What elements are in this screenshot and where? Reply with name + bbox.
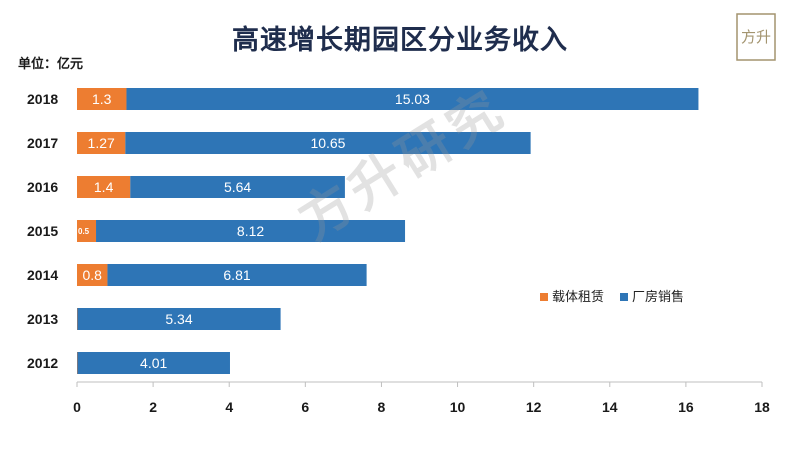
category-labels: 2018 2017 2016 2015 2014 2013 2012	[27, 91, 58, 371]
bar-rental-2017	[77, 132, 126, 154]
data-label-sales-2015: 8.12	[237, 223, 264, 239]
logo: 方升	[735, 12, 777, 62]
bar-rental-2015	[77, 220, 97, 242]
x-tick-label: 10	[450, 399, 466, 415]
category-label-2015: 2015	[27, 223, 58, 239]
x-tick-label: 14	[602, 399, 618, 415]
bar-rental-2012	[77, 352, 78, 374]
bar-rental-2016	[77, 176, 131, 198]
data-label-rental-2014: 0.8	[82, 267, 102, 283]
legend-swatch-rental	[540, 293, 548, 301]
x-tick-label: 6	[301, 399, 309, 415]
x-tick-label: 2	[149, 399, 157, 415]
bar-rental-2013	[77, 308, 78, 330]
data-label-rental-2017: 1.27	[88, 135, 115, 151]
legend-label-rental: 载体租赁	[552, 290, 604, 305]
x-axis: 0 2 4 6 8 10 12 14 16 18	[73, 381, 770, 415]
legend: 载体租赁 厂房销售	[540, 289, 684, 305]
category-label-2018: 2018	[27, 91, 58, 107]
legend-label-sales: 厂房销售	[632, 289, 684, 305]
data-label-sales-2017: 10.65	[310, 135, 345, 151]
x-tick-label: 4	[225, 399, 233, 415]
data-label-rental-2016: 1.4	[94, 179, 114, 195]
bar-sales-2017	[125, 132, 531, 154]
chart-title: 高速增长期园区分业务收入	[232, 25, 568, 56]
bar-rental-2014	[77, 264, 108, 286]
bar-sales-2012	[77, 352, 230, 374]
data-label-sales-2016: 5.64	[224, 179, 251, 195]
bar-sales-2015	[96, 220, 406, 242]
category-label-2016: 2016	[27, 179, 58, 195]
bar-rental-2018	[77, 88, 127, 110]
data-label-sales-2018: 15.03	[395, 91, 430, 107]
category-label-2014: 2014	[27, 267, 58, 283]
bar-sales-2016	[130, 176, 345, 198]
category-label-2012: 2012	[27, 355, 58, 371]
x-tick-label: 8	[378, 399, 386, 415]
category-label-2017: 2017	[27, 135, 58, 151]
bar-sales-2018	[126, 88, 699, 110]
data-label-sales-2012: 4.01	[140, 355, 167, 371]
data-label-sales-2014: 6.81	[223, 267, 250, 283]
unit-label: 单位：亿元	[18, 57, 84, 72]
category-label-2013: 2013	[27, 311, 58, 327]
data-label-rental-2015: 0.5	[78, 227, 90, 236]
bar-sales-2014	[107, 264, 367, 286]
svg-text:方升: 方升	[741, 28, 771, 46]
legend-swatch-sales	[620, 293, 628, 301]
data-label-sales-2013: 5.34	[165, 311, 192, 327]
bar-sales-2013	[77, 308, 281, 330]
bars-layer: 1.315.031.2710.651.45.640.58.120.86.810.…	[77, 88, 699, 374]
x-tick-label: 18	[754, 399, 770, 415]
x-tick-label: 12	[526, 399, 542, 415]
x-tick-label: 16	[678, 399, 694, 415]
data-label-rental-2018: 1.3	[92, 91, 112, 107]
x-tick-label: 0	[73, 399, 81, 415]
